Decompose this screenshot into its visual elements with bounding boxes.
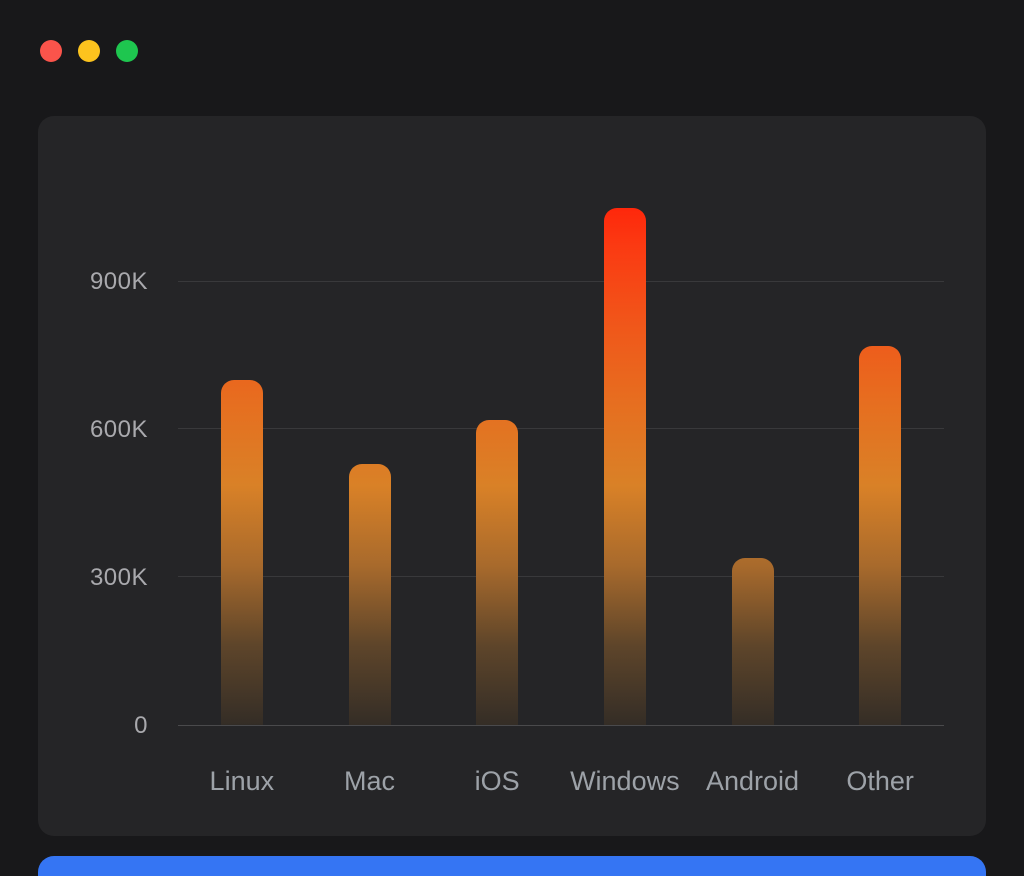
gridline — [178, 280, 944, 282]
x-tick-label-linux: Linux — [209, 766, 275, 796]
chart-card: 0 300K 600K 900K Linux Mac iOS Windows Android O… — [38, 116, 986, 836]
bar-ios[interactable] — [476, 419, 519, 725]
y-tick-label: 300K — [89, 563, 148, 591]
y-tick-label: 900K — [89, 267, 148, 295]
maximize-button[interactable] — [116, 40, 138, 62]
next-card-peek — [38, 856, 986, 876]
bar-android[interactable] — [731, 557, 774, 725]
y-tick-label: 600K — [89, 415, 148, 443]
plot-area — [178, 193, 944, 726]
x-tick-label-ios: iOS — [474, 766, 520, 796]
bar-other[interactable] — [859, 345, 902, 725]
bar-linux[interactable] — [220, 380, 263, 725]
window-titlebar — [0, 0, 1024, 100]
bar-mac[interactable] — [348, 463, 391, 725]
x-tick-label-other: Other — [846, 766, 914, 796]
gridline — [178, 428, 944, 430]
bar-windows[interactable] — [603, 207, 646, 725]
x-tick-label-mac: Mac — [343, 766, 396, 796]
x-tick-label-windows: Windows — [570, 766, 680, 796]
minimize-button[interactable] — [78, 40, 100, 62]
x-tick-label-android: Android — [705, 766, 800, 796]
x-axis: Linux Mac iOS Windows Android Other — [178, 726, 944, 806]
y-axis: 0 300K 600K 900K — [38, 193, 148, 739]
close-button[interactable] — [40, 40, 62, 62]
gridline — [178, 576, 944, 578]
window-controls — [40, 40, 138, 62]
y-tick-label: 0 — [134, 712, 148, 739]
